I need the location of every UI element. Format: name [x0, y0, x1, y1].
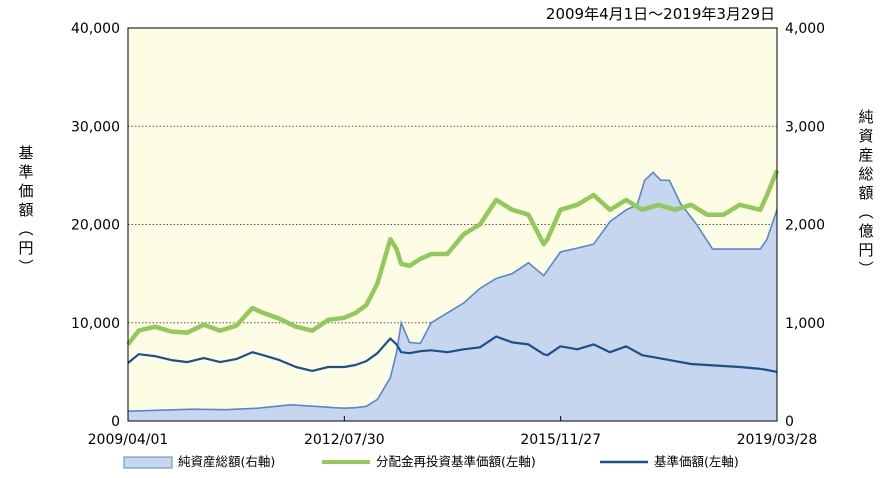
- y-tick-label-right: 4,000: [785, 21, 825, 37]
- x-tick-label: 2015/11/27: [520, 432, 601, 448]
- y-tick-label-left: 0: [111, 414, 120, 430]
- y-tick-label-left: 30,000: [71, 119, 120, 135]
- x-tick-label: 2009/04/01: [88, 432, 169, 448]
- y-tick-label-left: 20,000: [71, 218, 120, 234]
- y-axis-title-left: 基準価額︵円︶: [18, 144, 33, 276]
- axes: 0 10,000 20,000 30,000 40,000 0 1,000 2,000 3,00…: [71, 21, 825, 448]
- legend: 純資産総額(右軸) 分配金再投資基準価額(左軸) 基準価額(左軸): [123, 454, 739, 469]
- plot-frame: [127, 27, 778, 422]
- series-line-nav: [127, 335, 778, 373]
- series-line-reinvested-nav: [126, 169, 780, 346]
- series-lines-group: [126, 169, 780, 373]
- x-tick-label: 2012/07/30: [304, 432, 385, 448]
- x-tick-label: 2019/03/28: [737, 432, 818, 448]
- series-line-net-assets: [127, 171, 778, 412]
- y-tick-label-right: 2,000: [785, 218, 825, 234]
- legend-label: 純資産総額(右軸): [178, 454, 275, 469]
- series-area-net-assets: [128, 172, 777, 421]
- chart-title: 2009年4月1日～2019年3月29日: [546, 5, 775, 23]
- y-tick-label-right: 1,000: [785, 316, 825, 332]
- y-tick-label-right: 3,000: [785, 119, 825, 135]
- y-tick-label-right: 0: [785, 414, 794, 430]
- y-axis-title-right: 純資産総額︵億円︶: [858, 108, 873, 278]
- y-tick-label-left: 40,000: [71, 21, 120, 37]
- y-tick-label-left: 10,000: [71, 316, 120, 332]
- legend-swatch: [123, 456, 173, 469]
- legend-label: 基準価額(左軸): [654, 454, 739, 469]
- series-area-group: [127, 171, 778, 421]
- legend-label: 分配金再投資基準価額(左軸): [376, 454, 536, 469]
